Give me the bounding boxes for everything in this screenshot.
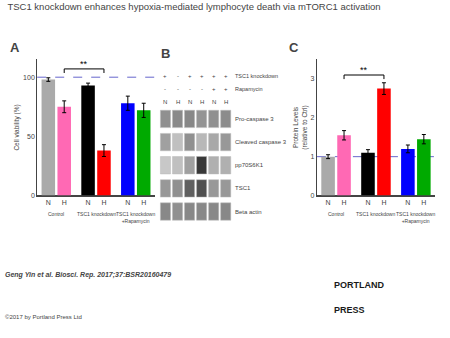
svg-text:H: H (381, 199, 386, 206)
svg-text:N: N (188, 99, 192, 105)
svg-text:Beta actin: Beta actin (235, 209, 262, 215)
svg-text:Cleaved caspase 3: Cleaved caspase 3 (235, 139, 287, 145)
svg-text:H: H (176, 99, 180, 105)
svg-text:0: 0 (311, 192, 315, 199)
svg-text:©2017 by Portland Press Ltd: ©2017 by Portland Press Ltd (5, 314, 82, 320)
svg-text:0: 0 (31, 192, 35, 199)
svg-text:Rapamycin: Rapamycin (235, 86, 263, 92)
svg-text:N: N (125, 199, 130, 206)
svg-text:H: H (200, 99, 204, 105)
svg-text:100: 100 (23, 74, 35, 81)
svg-text:H: H (224, 99, 228, 105)
svg-text:N: N (405, 199, 410, 206)
svg-text:-: - (201, 86, 203, 92)
svg-text:N: N (86, 199, 91, 206)
svg-text:TSC1 knockdown: TSC1 knockdown (356, 211, 395, 217)
svg-text:+: + (200, 73, 204, 79)
svg-text:1: 1 (311, 153, 315, 160)
svg-text:TSC1 knockdown: TSC1 knockdown (77, 211, 116, 217)
svg-text:+: + (188, 73, 192, 79)
svg-text:TSC1 knockdown: TSC1 knockdown (235, 73, 278, 79)
svg-text:**: ** (80, 59, 88, 69)
svg-text:-: - (177, 86, 179, 92)
svg-text:A: A (10, 40, 20, 55)
svg-text:H: H (141, 199, 146, 206)
svg-text:PORTLAND: PORTLAND (334, 280, 384, 290)
svg-text:Geng Yin et al. Biosci. Rep. 2: Geng Yin et al. Biosci. Rep. 2017;37:BSR… (5, 271, 171, 279)
svg-text:TSC1 knockdown enhances hypoxi: TSC1 knockdown enhances hypoxia-mediated… (7, 1, 380, 12)
svg-text:H: H (62, 199, 67, 206)
svg-text:N: N (365, 199, 370, 206)
svg-text:H: H (342, 199, 347, 206)
svg-text:Control: Control (328, 211, 344, 217)
svg-text:+: + (163, 73, 167, 79)
svg-text:H: H (421, 199, 426, 206)
svg-text:+: + (212, 86, 216, 92)
svg-text:H: H (101, 199, 106, 206)
svg-text:-: - (164, 86, 166, 92)
svg-text:**: ** (360, 65, 368, 75)
svg-text:50: 50 (27, 133, 35, 140)
svg-text:B: B (161, 46, 170, 61)
svg-text:-: - (189, 86, 191, 92)
svg-text:-: - (177, 73, 179, 79)
svg-text:Cell viability (%): Cell viability (%) (13, 104, 21, 150)
svg-text:PRESS: PRESS (334, 305, 365, 315)
svg-text:TSC1 knockdown+Rapamycin: TSC1 knockdown+Rapamycin (396, 211, 435, 224)
svg-text:N: N (326, 199, 331, 206)
svg-text:TSC1 knockdown+Rapamycin: TSC1 knockdown+Rapamycin (116, 211, 155, 224)
svg-text:TSC1: TSC1 (235, 185, 251, 191)
svg-text:pp70S6K1: pp70S6K1 (235, 162, 264, 168)
svg-text:Protein Levels(relative to Ctr: Protein Levels(relative to Ctrl) (292, 105, 308, 149)
svg-text:N: N (212, 99, 216, 105)
svg-text:3: 3 (311, 75, 315, 82)
svg-text:Control: Control (48, 211, 64, 217)
svg-text:+: + (212, 73, 216, 79)
svg-text:N: N (46, 199, 51, 206)
svg-text:+: + (224, 73, 228, 79)
svg-text:N: N (163, 99, 167, 105)
svg-text:C: C (289, 40, 299, 55)
svg-text:+: + (224, 86, 228, 92)
svg-text:Pro-caspase 3: Pro-caspase 3 (235, 116, 274, 122)
svg-text:2: 2 (311, 114, 315, 121)
